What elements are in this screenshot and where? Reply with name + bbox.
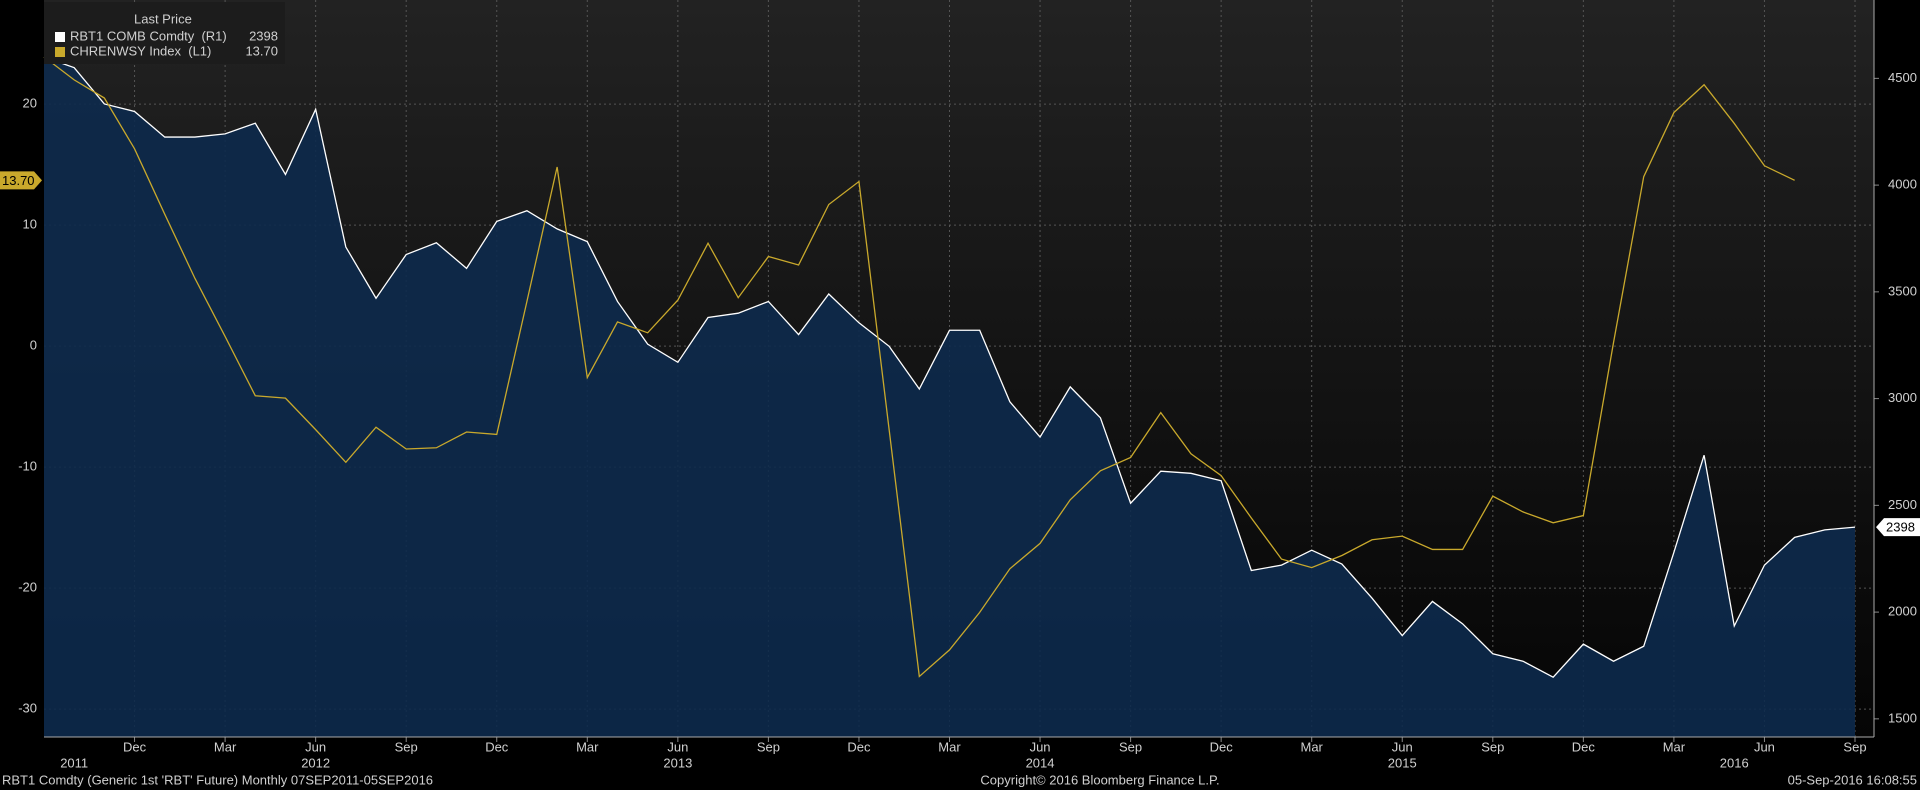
y-tick-label: -10 [18, 459, 37, 474]
x-tick-label: Mar [1301, 739, 1324, 754]
x-tick-label: Dec [1210, 739, 1234, 754]
y2-tick-label: 2500 [1888, 497, 1917, 512]
x-tick-label: Sep [395, 739, 418, 754]
y2-tick-label: 4500 [1888, 70, 1917, 85]
footer-left: RBT1 Comdty (Generic 1st 'RBT' Future) M… [2, 772, 433, 787]
footer-right: 05-Sep-2016 16:08:55 [1788, 772, 1917, 787]
x-tick-label: Dec [485, 739, 509, 754]
year-label: 2014 [1026, 755, 1055, 770]
legend-swatch [55, 32, 65, 42]
y-tick-label: 10 [23, 217, 37, 232]
x-tick-label: Jun [305, 739, 326, 754]
legend-box [44, 2, 285, 64]
x-tick-label: Sep [1119, 739, 1142, 754]
x-tick-label: Sep [757, 739, 780, 754]
x-tick-label: Sep [1481, 739, 1504, 754]
x-tick-label: Jun [1030, 739, 1051, 754]
x-tick-label: Dec [1572, 739, 1596, 754]
x-tick-label: Mar [576, 739, 599, 754]
year-label: 2011 [60, 755, 88, 770]
series-area [44, 57, 1855, 738]
x-tick-label: Mar [938, 739, 961, 754]
series-line [43, 56, 1856, 679]
legend-title: Last Price [134, 11, 192, 26]
x-tick-label: Jun [1754, 739, 1775, 754]
y-tick-label: 20 [23, 96, 37, 111]
legend-value: 13.70 [245, 43, 278, 58]
x-tick-label: Jun [667, 739, 688, 754]
footer-center: Copyright© 2016 Bloomberg Finance L.P. [980, 772, 1219, 787]
y-tick-label: -20 [18, 580, 37, 595]
x-tick-label: Mar [1663, 739, 1686, 754]
y2-tick-label: 4000 [1888, 177, 1917, 192]
x-tick-label: Jun [1392, 739, 1413, 754]
year-label: 2015 [1388, 755, 1417, 770]
y2-tick-label: 2000 [1888, 604, 1917, 619]
legend-swatch [55, 47, 65, 57]
year-label: 2016 [1720, 755, 1749, 770]
last-price-badge [0, 171, 42, 190]
plot-layer: -30 -20 -10 0 10 20 1500 2000 2500 3000 3500 4000 45… [0, 0, 1920, 770]
year-label: 2012 [301, 755, 330, 770]
x-tick-label: Dec [847, 739, 871, 754]
last-price-label: 13.70 [2, 173, 35, 188]
legend-value: 2398 [249, 28, 278, 43]
y-tick-label: 0 [30, 338, 37, 353]
y2-tick-label: 3000 [1888, 390, 1917, 405]
x-tick-label: Sep [1843, 739, 1866, 754]
x-tick-label: Mar [214, 739, 237, 754]
legend-label: RBT1 COMB Comdty (R1) [70, 28, 227, 43]
legend-label: CHRENWSY Index (L1) [70, 43, 211, 58]
series-line [43, 56, 1795, 678]
year-label: 2013 [663, 755, 692, 770]
last-price-label: 2398 [1886, 520, 1915, 535]
y-tick-label: -30 [18, 701, 37, 716]
y2-tick-label: 3500 [1888, 283, 1917, 298]
x-tick-label: Dec [123, 739, 147, 754]
last-price-badge [1876, 518, 1920, 537]
y2-tick-label: 1500 [1888, 710, 1917, 725]
